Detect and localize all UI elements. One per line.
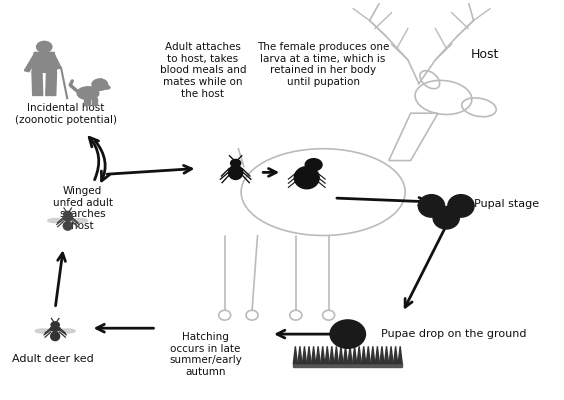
Ellipse shape xyxy=(63,216,73,221)
Ellipse shape xyxy=(228,165,243,180)
Polygon shape xyxy=(302,346,306,364)
Polygon shape xyxy=(298,346,302,364)
Text: Adult attaches
to host, takes
blood meals and
mates while on
the host: Adult attaches to host, takes blood meal… xyxy=(160,42,246,99)
Polygon shape xyxy=(352,346,356,364)
Circle shape xyxy=(305,159,322,171)
Ellipse shape xyxy=(433,206,459,229)
Polygon shape xyxy=(311,346,316,364)
Text: Pupae drop on the ground: Pupae drop on the ground xyxy=(381,329,526,339)
Ellipse shape xyxy=(102,85,110,89)
Polygon shape xyxy=(362,346,366,364)
Polygon shape xyxy=(339,346,343,364)
Ellipse shape xyxy=(35,329,51,333)
Text: Pupal stage: Pupal stage xyxy=(474,199,539,209)
Text: Hatching
occurs in late
summer/early
autumn: Hatching occurs in late summer/early aut… xyxy=(169,332,242,377)
Polygon shape xyxy=(32,72,43,96)
Ellipse shape xyxy=(51,332,60,341)
Polygon shape xyxy=(389,346,393,364)
Polygon shape xyxy=(334,346,338,364)
Bar xyxy=(293,363,403,367)
Polygon shape xyxy=(32,52,56,72)
Circle shape xyxy=(64,211,72,217)
Polygon shape xyxy=(321,346,325,364)
Polygon shape xyxy=(394,346,398,364)
Polygon shape xyxy=(348,346,352,364)
Ellipse shape xyxy=(330,320,365,348)
Polygon shape xyxy=(84,98,90,104)
Text: Incidental host
(zoonotic potential): Incidental host (zoonotic potential) xyxy=(15,103,117,125)
Ellipse shape xyxy=(48,218,64,223)
Polygon shape xyxy=(92,98,96,104)
Text: The female produces one
larva at a time, which is
retained in her body
until pup: The female produces one larva at a time,… xyxy=(257,42,389,87)
Polygon shape xyxy=(375,346,380,364)
Ellipse shape xyxy=(294,167,319,189)
Polygon shape xyxy=(96,79,104,84)
Polygon shape xyxy=(293,346,297,364)
Polygon shape xyxy=(307,346,311,364)
Polygon shape xyxy=(316,346,320,364)
Ellipse shape xyxy=(418,195,444,217)
Ellipse shape xyxy=(448,195,474,217)
Ellipse shape xyxy=(50,326,60,331)
Text: Host: Host xyxy=(470,48,499,60)
Polygon shape xyxy=(380,346,384,364)
Ellipse shape xyxy=(59,329,75,333)
Ellipse shape xyxy=(77,87,99,100)
Polygon shape xyxy=(357,346,361,364)
Polygon shape xyxy=(24,54,39,72)
Polygon shape xyxy=(385,346,389,364)
Polygon shape xyxy=(46,72,56,96)
Ellipse shape xyxy=(72,218,88,223)
Text: Adult deer ked: Adult deer ked xyxy=(12,354,93,364)
Circle shape xyxy=(92,79,108,90)
Polygon shape xyxy=(325,346,329,364)
Polygon shape xyxy=(366,346,371,364)
Ellipse shape xyxy=(63,222,72,230)
Polygon shape xyxy=(50,54,61,69)
Polygon shape xyxy=(398,346,402,364)
Polygon shape xyxy=(330,346,334,364)
Polygon shape xyxy=(343,346,347,364)
Polygon shape xyxy=(371,346,375,364)
Circle shape xyxy=(37,41,52,52)
Circle shape xyxy=(231,160,241,167)
Circle shape xyxy=(51,322,59,328)
Text: Winged
unfed adult
searches
host: Winged unfed adult searches host xyxy=(52,186,112,231)
